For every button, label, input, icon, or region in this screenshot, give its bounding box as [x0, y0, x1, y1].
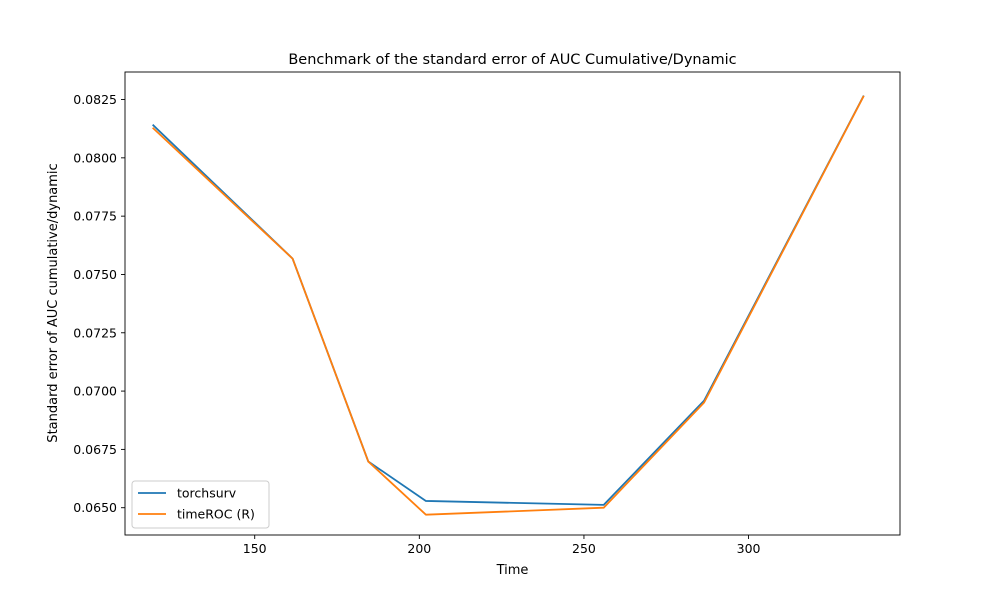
y-tick-label: 0.0675: [73, 442, 117, 457]
y-tick-label: 0.0650: [73, 500, 117, 515]
legend-box: [131, 480, 270, 529]
y-tick-label: 0.0775: [73, 209, 117, 224]
x-axis-label: Time: [496, 563, 529, 578]
x-tick-label: 150: [243, 541, 267, 556]
y-axis-label: Standard error of AUC cumulative/dynamic: [46, 163, 61, 442]
x-tick-label: 300: [737, 541, 761, 556]
y-tick-label: 0.0750: [73, 267, 117, 282]
axes-frame: [124, 71, 901, 536]
legend-label: timeROC (R): [177, 507, 255, 522]
legend-label: torchsurv: [177, 486, 237, 501]
chart-title: Benchmark of the standard error of AUC C…: [288, 52, 736, 68]
y-tick-label: 0.0725: [73, 325, 117, 340]
series-line-timeroc-r: [152, 95, 865, 516]
x-tick-label: 250: [572, 541, 596, 556]
y-tick-label: 0.0800: [73, 150, 117, 165]
y-tick-label: 0.0825: [73, 92, 117, 107]
y-tick-label: 0.0700: [73, 384, 117, 399]
legend: torchsurv timeROC (R): [131, 480, 270, 529]
plot-area: 150 200 250 300 0.0650 0.0675 0.0700 0.0725 0.07…: [73, 71, 901, 556]
x-tick-label: 200: [407, 541, 431, 556]
